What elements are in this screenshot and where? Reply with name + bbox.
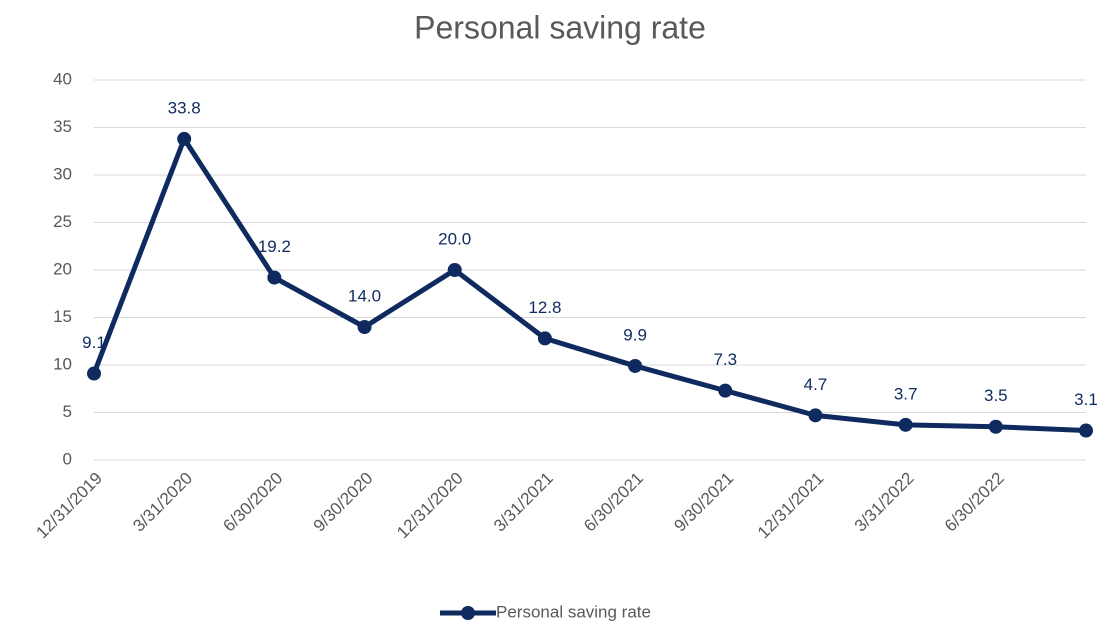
- point: [718, 383, 733, 398]
- data-label: 4.7: [804, 375, 828, 394]
- legend-label: Personal saving rate: [496, 602, 651, 621]
- y-tick-label: 15: [53, 307, 72, 326]
- point: [1079, 423, 1093, 438]
- point: [357, 320, 372, 334]
- y-tick-label: 0: [63, 449, 72, 468]
- data-label: 7.3: [713, 350, 737, 369]
- data-label: 9.9: [623, 325, 647, 344]
- data-label: 9.1: [82, 333, 106, 352]
- point: [898, 417, 913, 432]
- point: [988, 419, 1003, 434]
- data-label: 19.2: [258, 237, 291, 256]
- data-label: 12.8: [528, 298, 561, 317]
- data-label: 3.7: [894, 384, 918, 403]
- point: [447, 263, 462, 277]
- y-tick-label: 5: [63, 402, 72, 421]
- point: [628, 358, 643, 373]
- legend-marker: [461, 606, 475, 620]
- data-label: 3.5: [984, 386, 1008, 405]
- chart-title: Personal saving rate: [414, 9, 706, 45]
- y-tick-label: 40: [53, 69, 72, 88]
- y-tick-label: 25: [53, 212, 72, 231]
- point: [808, 408, 823, 423]
- point: [267, 270, 282, 285]
- point: [537, 331, 552, 346]
- data-label: 3.1: [1074, 390, 1098, 409]
- y-tick-label: 35: [53, 117, 72, 136]
- data-label: 20.0: [438, 229, 471, 248]
- y-tick-label: 30: [53, 164, 72, 183]
- point: [177, 131, 192, 146]
- y-tick-label: 20: [53, 259, 72, 278]
- point: [87, 366, 101, 381]
- y-tick-label: 10: [53, 354, 72, 373]
- data-label: 33.8: [168, 98, 201, 117]
- series-line: [91, 136, 1087, 434]
- data-label: 14.0: [348, 286, 381, 305]
